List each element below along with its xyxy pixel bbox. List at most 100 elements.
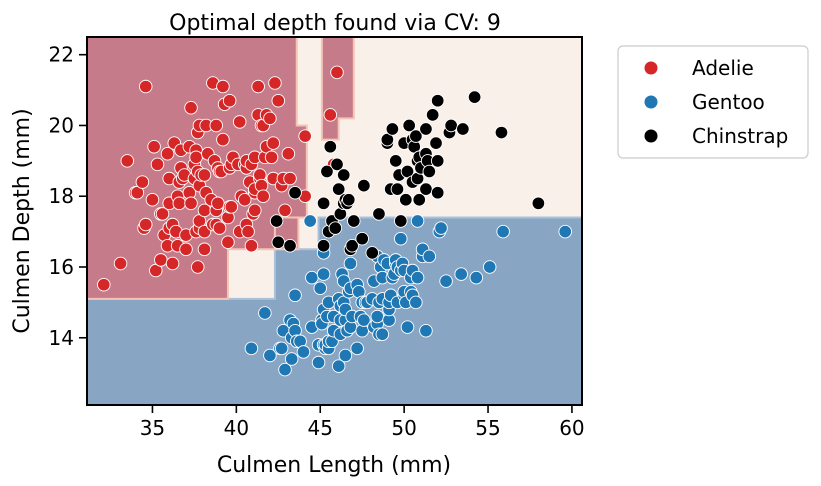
point-chinstrap [419,122,433,136]
point-adelie [237,193,252,207]
point-adelie [278,203,292,218]
point-adelie [248,203,262,218]
point-adelie [241,224,255,239]
point-chinstrap [283,239,297,253]
point-adelie [113,256,128,271]
point-adelie [184,196,198,211]
point-chinstrap [402,118,416,133]
point-gentoo [350,341,364,356]
point-chinstrap [347,214,361,228]
point-adelie [135,175,150,189]
point-chinstrap [419,182,433,196]
y-tick-label: 14 [49,326,74,350]
point-gentoo [419,323,433,338]
point-chinstrap [444,118,458,133]
point-gentoo [263,348,277,363]
point-chinstrap [316,196,331,211]
point-gentoo [422,249,437,264]
x-tick-label: 40 [224,416,249,440]
point-adelie [323,108,338,122]
point-gentoo [303,214,317,228]
point-chinstrap [385,122,400,136]
point-gentoo [370,309,385,324]
point-adelie [160,147,175,161]
point-gentoo [482,260,497,274]
point-chinstrap [412,193,426,207]
point-adelie [263,111,277,126]
point-gentoo [558,224,572,239]
point-chinstrap [531,196,546,211]
point-gentoo [311,355,326,370]
legend-label-chinstrap: Chinstrap [692,124,788,148]
y-tick-label: 22 [49,43,74,67]
point-chinstrap [365,246,380,260]
legend: Adelie Gentoo Chinstrap [617,45,809,159]
point-adelie [165,256,180,271]
y-axis: 14 16 18 20 22 [49,43,87,350]
point-adelie [268,76,282,90]
point-adelie [283,171,297,186]
point-chinstrap [323,139,338,154]
point-gentoo [305,270,319,285]
legend-frame [617,45,809,159]
point-chinstrap [269,214,284,228]
point-adelie [155,207,170,221]
point-gentoo [357,313,371,327]
x-tick-label: 55 [475,416,500,440]
x-tick-label: 35 [140,416,165,440]
point-chinstrap [456,122,470,136]
point-adelie [232,115,247,129]
point-adelie [138,217,153,232]
point-adelie [190,260,205,274]
point-gentoo [496,224,510,239]
point-gentoo [409,295,423,310]
point-chinstrap [467,90,482,104]
point-chinstrap [355,231,369,246]
point-gentoo [316,267,331,281]
y-axis-label: Culmen Depth (mm) [10,108,35,333]
point-gentoo [274,341,289,356]
point-adelie [244,239,259,253]
point-adelie [197,242,212,257]
x-tick-label: 50 [391,416,416,440]
chart-title: Optimal depth found via CV: 9 [169,11,501,36]
y-tick-label: 18 [49,184,74,208]
point-adelie [150,157,165,172]
point-adelie [120,154,135,168]
point-chinstrap [399,193,413,207]
point-adelie [145,193,160,207]
point-chinstrap [336,168,351,182]
point-chinstrap [345,239,359,253]
point-chinstrap [430,154,445,168]
point-adelie [197,168,212,182]
point-chinstrap [394,214,408,228]
point-gentoo [343,256,358,271]
point-adelie [154,253,168,267]
point-gentoo [434,221,448,235]
x-axis-label: Culmen Length (mm) [217,453,451,478]
point-chinstrap [331,182,346,196]
point-adelie [172,196,187,211]
legend-label-gentoo: Gentoo [692,90,765,114]
x-tick-label: 60 [559,416,584,440]
point-adelie [281,147,296,161]
point-gentoo [258,306,272,320]
point-chinstrap [388,154,403,168]
point-chinstrap [390,182,405,196]
point-chinstrap [494,125,509,140]
x-axis: 35 40 45 50 55 60 [140,405,585,440]
point-gentoo [288,288,302,303]
point-adelie [224,200,239,214]
legend-marker-gentoo [644,95,658,109]
point-gentoo [454,267,468,281]
y-tick-label: 16 [49,255,74,279]
point-gentoo [410,270,425,285]
point-adelie [147,139,161,154]
legend-marker-chinstrap [644,129,658,143]
point-gentoo [331,359,346,373]
point-gentoo [375,327,390,341]
point-adelie [256,189,270,203]
point-adelie [330,65,344,80]
point-adelie [222,93,237,108]
